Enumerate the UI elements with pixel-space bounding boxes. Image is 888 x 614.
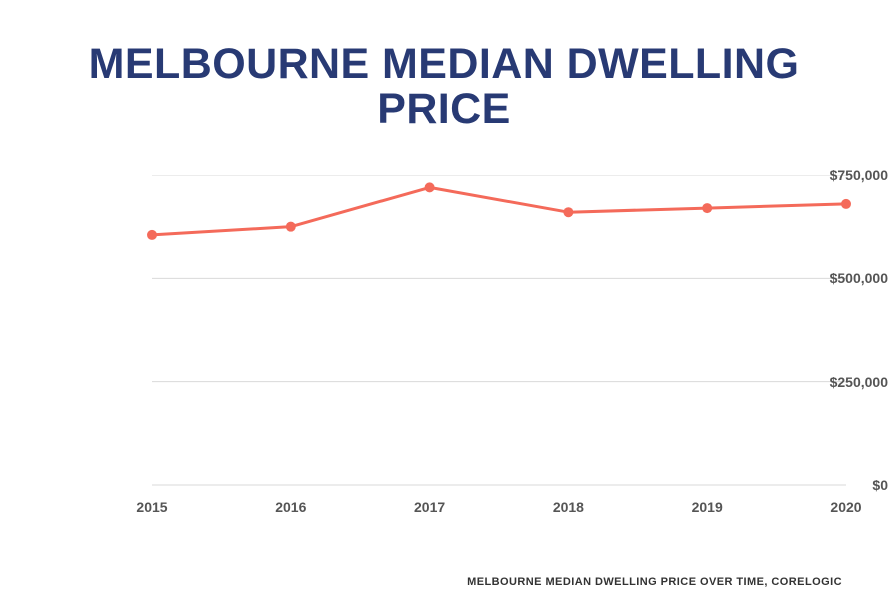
- y-tick-label: $0: [752, 477, 888, 493]
- x-tick-label: 2018: [553, 499, 584, 515]
- title-line-2: PRICE: [377, 85, 511, 133]
- data-marker: [425, 182, 435, 192]
- chart-area: $0$250,000$500,000$750,000 2015201620172…: [0, 175, 888, 515]
- y-tick-label: $250,000: [752, 374, 888, 390]
- data-line: [152, 187, 846, 235]
- x-tick-label: 2015: [136, 499, 167, 515]
- x-tick-label: 2020: [830, 499, 861, 515]
- y-tick-label: $500,000: [752, 270, 888, 286]
- x-tick-label: 2016: [275, 499, 306, 515]
- x-tick-label: 2019: [692, 499, 723, 515]
- data-marker: [702, 203, 712, 213]
- chart-title: MELBOURNE MEDIAN DWELLING PRICE: [0, 0, 888, 132]
- data-marker: [286, 222, 296, 232]
- data-marker: [563, 207, 573, 217]
- line-chart-svg: [0, 175, 888, 515]
- data-marker: [841, 199, 851, 209]
- y-tick-label: $750,000: [752, 167, 888, 183]
- data-marker: [147, 230, 157, 240]
- x-tick-label: 2017: [414, 499, 445, 515]
- title-line-1: MELBOURNE MEDIAN DWELLING: [89, 40, 800, 88]
- chart-caption: MELBOURNE MEDIAN DWELLING PRICE OVER TIM…: [467, 576, 842, 588]
